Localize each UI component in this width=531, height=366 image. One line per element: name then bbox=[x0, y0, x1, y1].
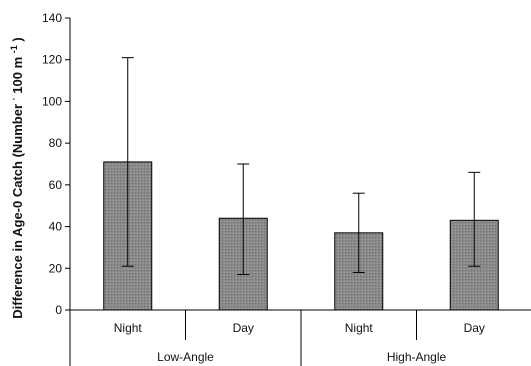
y-axis-label-dot: · bbox=[9, 97, 19, 100]
x-group-label: Low-Angle bbox=[157, 350, 214, 364]
y-tick-label: 120 bbox=[42, 53, 62, 67]
x-axis: Night Day Night Day Low-Angle High-Angle bbox=[69, 309, 531, 366]
y-tick-label: 0 bbox=[55, 303, 62, 317]
y-axis-label: Difference in Age-0 Catch (Number · 100 … bbox=[5, 37, 25, 319]
y-axis-label-exponent: -1 bbox=[9, 45, 19, 53]
y-tick-label: 60 bbox=[49, 178, 63, 192]
bars bbox=[103, 161, 499, 311]
x-category-label: Night bbox=[345, 321, 374, 335]
x-category-label: Day bbox=[464, 321, 485, 335]
y-tick-label: 40 bbox=[49, 220, 63, 234]
y-tick-label: 100 bbox=[42, 94, 62, 108]
x-group-label: High-Angle bbox=[387, 350, 447, 364]
y-axis-label-suffix: ) bbox=[10, 37, 25, 41]
y-tick-label: 80 bbox=[49, 136, 63, 150]
y-tick-label: 140 bbox=[42, 11, 62, 25]
y-axis-label-mid: 100 m bbox=[10, 57, 25, 94]
y-tick-label: 20 bbox=[49, 261, 63, 275]
y-axis-label-prefix: Difference in Age-0 Catch (Number bbox=[10, 100, 25, 318]
x-category-label: Night bbox=[114, 321, 143, 335]
error-bars bbox=[121, 57, 481, 276]
y-axis: 0 20 40 60 80 100 120 140 bbox=[42, 11, 71, 317]
x-category-label: Day bbox=[233, 321, 254, 335]
